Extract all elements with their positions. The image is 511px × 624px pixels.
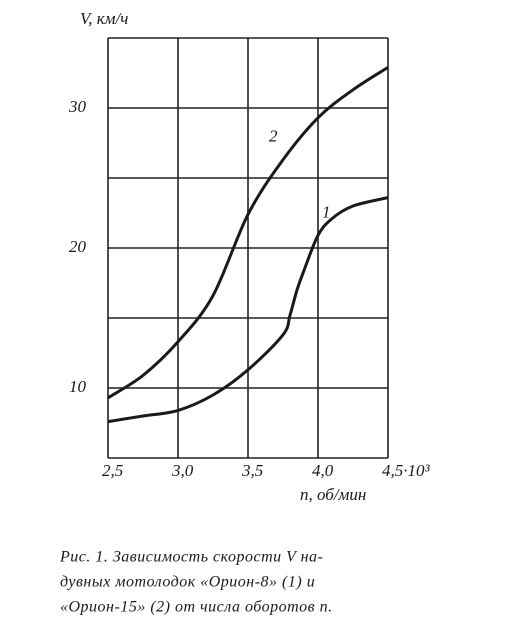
series-line [107,66,389,400]
caption-line: дувных мотолодок «Орион-8» (1) и [60,574,315,591]
x-axis-label: n, об/мин [300,485,366,504]
y-tick-label: 20 [69,237,87,256]
x-tick-label: 3,0 [171,461,194,480]
y-tick-label: 30 [68,97,87,116]
caption-line: Рис. 1. Зависимость скорости V на- [59,549,323,566]
x-tick-label: 4,0 [312,461,334,480]
series-line [107,196,389,424]
x-tick-label: 4,5·10³ [382,461,431,480]
y-axis-label: V, км/ч [80,9,128,28]
x-tick-label: 2,5 [102,461,123,480]
caption-line: «Орион-15» (2) от числа оборотов n. [60,599,333,616]
y-tick-label: 10 [69,377,87,396]
series-label: 1 [322,202,331,221]
series-label: 2 [269,127,278,146]
x-tick-label: 3,5 [241,461,263,480]
